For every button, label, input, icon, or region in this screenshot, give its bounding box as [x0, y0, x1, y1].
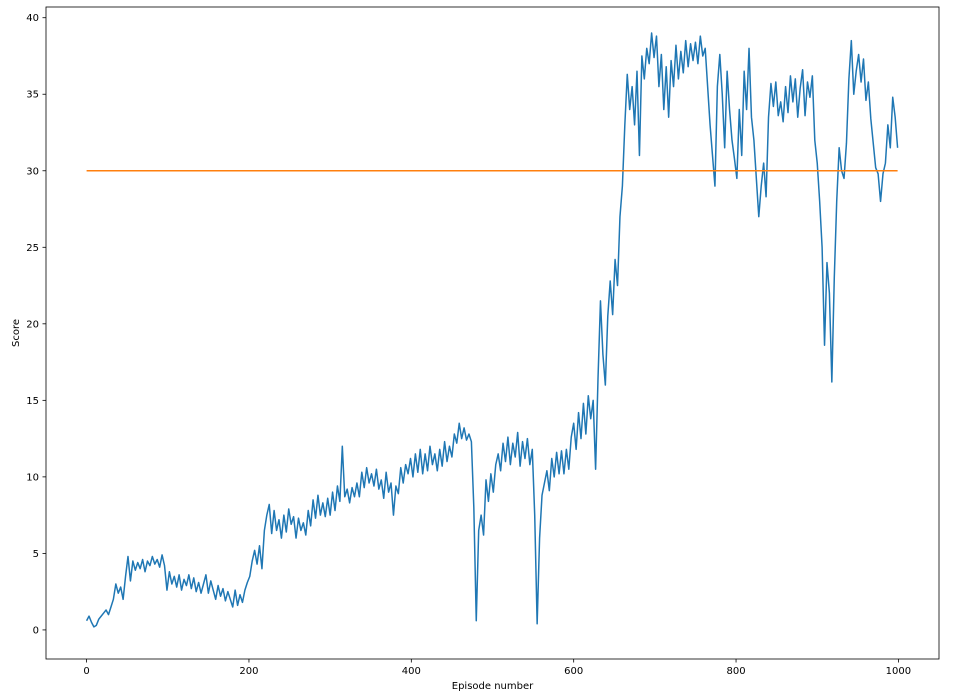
x-tick-label: 800	[726, 666, 745, 677]
series-line-1	[85, 32, 899, 628]
y-tick-label: 30	[26, 166, 39, 177]
x-axis-label: Episode number	[452, 681, 534, 692]
y-tick-label: 10	[26, 472, 39, 483]
x-tick-label: 0	[83, 666, 89, 677]
y-tick-label: 20	[26, 319, 39, 330]
y-tick-label: 40	[26, 13, 39, 24]
series-layer	[85, 32, 899, 628]
y-tick-label: 5	[33, 549, 39, 560]
x-tick-label: 600	[564, 666, 583, 677]
y-tick-label: 0	[33, 625, 39, 636]
plot-background	[46, 7, 939, 659]
x-tick-label: 400	[402, 666, 421, 677]
y-axis: 0 5 10 15 20 25 30 35 40	[26, 13, 46, 636]
x-axis: 0 200 400 600 800 1000	[83, 659, 911, 677]
y-tick-label: 25	[26, 243, 39, 254]
x-tick-label: 200	[239, 666, 258, 677]
plot-frame	[45, 6, 940, 660]
y-tick-label: 35	[26, 90, 39, 101]
y-axis-label: Score	[11, 319, 22, 347]
y-tick-label: 15	[26, 396, 39, 407]
x-tick-label: 1000	[886, 666, 911, 677]
